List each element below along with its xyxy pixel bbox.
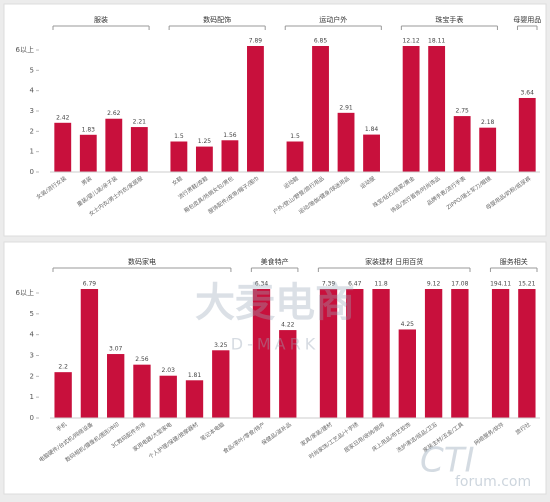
group-label: 家装建材 日用百货 (365, 257, 423, 266)
bar (130, 127, 148, 172)
value-label: 4.25 (401, 321, 415, 328)
group-label: 母婴用品 (513, 16, 541, 24)
y-tick-label: 3 (30, 107, 34, 115)
watermark: CTI (420, 441, 475, 481)
bar (453, 116, 471, 172)
value-label: 2.75 (455, 108, 469, 115)
y-tick-label: 2 (30, 372, 34, 380)
value-label: 2.42 (56, 114, 70, 121)
y-tick-label: 0 (30, 414, 34, 422)
value-label: 2.56 (135, 356, 149, 363)
bar (212, 350, 230, 418)
value-label: 1.25 (198, 138, 212, 145)
y-tick-label: 0 (30, 168, 34, 176)
bar (337, 112, 355, 172)
bar (428, 46, 446, 172)
bar (346, 289, 364, 418)
bar (133, 364, 151, 418)
y-tick-label: 6以上 (16, 288, 34, 297)
bar (170, 141, 188, 172)
bar (398, 329, 416, 418)
value-label: 1.84 (365, 126, 379, 133)
bar (159, 375, 177, 418)
bar (279, 330, 297, 418)
bar (221, 140, 239, 172)
bar (107, 354, 125, 418)
y-tick-label: 1 (30, 148, 34, 156)
bar (491, 289, 510, 418)
value-label: 1.5 (174, 133, 184, 140)
value-label: 2.62 (107, 110, 121, 117)
bar (402, 46, 420, 172)
bar (105, 118, 123, 172)
bar (195, 146, 213, 172)
value-label: 1.83 (82, 126, 96, 133)
bar (518, 289, 536, 418)
value-label: 6.47 (348, 281, 362, 288)
bar (479, 127, 497, 172)
bar (286, 141, 304, 172)
value-label: 15.21 (518, 281, 535, 288)
value-label: 3.64 (521, 89, 535, 96)
bar (424, 289, 443, 418)
group-label: 数码家电 (128, 257, 156, 266)
value-label: 3.25 (214, 342, 228, 349)
bar (79, 134, 97, 172)
bar (319, 289, 338, 418)
value-label: 9.12 (427, 281, 441, 288)
y-tick-label: 6以上 (16, 45, 34, 54)
value-label: 2.03 (162, 367, 176, 374)
y-tick-label: 2 (30, 127, 34, 135)
value-label: 12.12 (403, 38, 420, 45)
bar (54, 122, 72, 172)
watermark: 大麦电商 (195, 280, 355, 326)
bar (185, 380, 204, 418)
y-tick-label: 5 (30, 310, 34, 318)
bar (312, 46, 329, 172)
value-label: 2.91 (339, 104, 353, 111)
value-label: 1.5 (290, 133, 300, 140)
y-tick-label: 3 (30, 352, 34, 360)
group-label: 珠宝手表 (435, 15, 463, 24)
bar (247, 46, 264, 172)
value-label: 7.39 (322, 281, 336, 288)
group-label: 服装 (94, 15, 108, 24)
value-label: 2.21 (133, 119, 147, 126)
value-label: 6.85 (314, 38, 328, 45)
bar (372, 289, 390, 418)
value-label: 11.8 (374, 281, 388, 288)
bar (518, 97, 536, 172)
bar (252, 289, 271, 418)
watermark: forum.com (455, 474, 531, 490)
value-label: 6.34 (255, 281, 269, 288)
value-label: 1.56 (223, 132, 237, 139)
value-label: 4.22 (281, 322, 295, 329)
value-label: 2.2 (58, 364, 68, 371)
value-label: 1.81 (188, 372, 202, 379)
bar (451, 289, 469, 418)
group-label: 数码配饰 (203, 15, 231, 24)
value-label: 3.07 (109, 346, 123, 353)
value-label: 17.08 (451, 281, 468, 288)
y-tick-label: 1 (30, 393, 34, 401)
group-label: 服务相关 (500, 257, 528, 266)
value-label: 18.11 (428, 38, 445, 45)
group-label: 美食特产 (261, 257, 289, 266)
y-tick-label: 4 (30, 87, 35, 95)
value-label: 6.79 (83, 281, 97, 288)
value-label: 2.18 (481, 119, 495, 126)
watermark: D-MARK (231, 335, 319, 354)
group-label: 运动户外 (319, 15, 347, 24)
value-label: 7.89 (249, 38, 263, 45)
value-label: 194.11 (490, 281, 511, 288)
y-tick-label: 4 (30, 331, 35, 339)
bar (363, 134, 380, 172)
bar (80, 289, 99, 418)
y-tick-label: 5 (30, 66, 34, 74)
bar (54, 372, 72, 418)
